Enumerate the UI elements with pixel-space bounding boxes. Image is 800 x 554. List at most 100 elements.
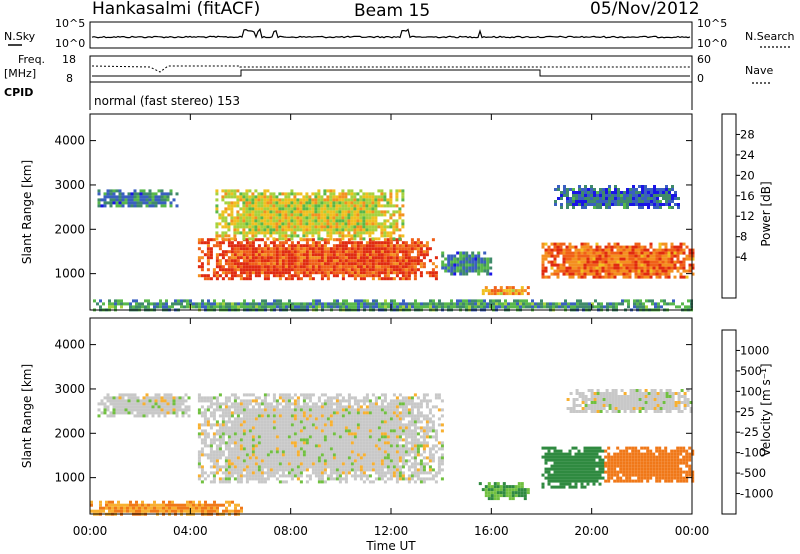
heatmap-cell <box>550 251 554 255</box>
heatmap-cell <box>332 231 336 235</box>
heatmap-cell <box>248 477 252 481</box>
heatmap-cell <box>320 195 324 199</box>
heatmap-cell <box>617 188 620 191</box>
heatmap-cell <box>233 247 237 251</box>
heatmap-cell <box>626 200 629 203</box>
heatmap-cell <box>242 468 246 472</box>
heatmap-cell <box>248 408 252 412</box>
heatmap-cell <box>371 277 375 281</box>
heatmap-cell <box>596 200 599 203</box>
heatmap-cell <box>281 396 285 400</box>
heatmap-cell <box>120 305 123 309</box>
heatmap-cell <box>115 396 119 400</box>
heatmap-cell <box>314 216 318 220</box>
heatmap-cell <box>410 241 414 245</box>
heatmap-cell <box>260 402 264 406</box>
heatmap-cell <box>662 197 665 200</box>
heatmap-cell <box>483 269 487 273</box>
heatmap-cell <box>275 408 279 412</box>
heatmap-cell <box>416 259 420 263</box>
heatmap-cell <box>540 302 543 306</box>
heatmap-cell <box>227 408 231 412</box>
heatmap-cell <box>389 271 393 275</box>
heatmap-cell <box>135 302 138 306</box>
heatmap-cell <box>272 244 276 248</box>
heatmap-cell <box>362 219 366 223</box>
heatmap-cell <box>329 405 333 409</box>
heatmap-cell <box>398 262 402 266</box>
heatmap-cell <box>341 396 345 400</box>
heatmap-cell <box>130 393 134 397</box>
heatmap-cell <box>311 265 315 269</box>
heatmap-cell <box>386 210 390 214</box>
heatmap-cell <box>362 201 366 205</box>
heatmap-cell <box>341 435 345 439</box>
heatmap-cell <box>251 471 255 475</box>
heatmap-cell <box>248 225 252 229</box>
heatmap-cell <box>640 275 644 279</box>
heatmap-cell <box>224 231 228 235</box>
heatmap-cell <box>308 253 312 257</box>
heatmap-cell <box>326 234 330 238</box>
heatmap-cell <box>347 234 351 238</box>
heatmap-cell <box>305 417 309 421</box>
heatmap-cell <box>586 257 590 261</box>
heatmap-cell <box>154 192 158 196</box>
heatmap-cell <box>522 299 525 303</box>
heatmap-cell <box>329 265 333 269</box>
heatmap-cell <box>263 453 267 457</box>
heatmap-cell <box>357 305 360 309</box>
heatmap-cell <box>147 302 150 306</box>
heatmap-cell <box>320 274 324 278</box>
heatmap-cell <box>181 396 185 400</box>
heatmap-cell <box>326 216 330 220</box>
heatmap-cell <box>287 228 291 232</box>
heatmap-cell <box>655 251 659 255</box>
heatmap-cell <box>553 257 557 261</box>
heatmap-cell <box>353 210 357 214</box>
heatmap-cell <box>320 405 324 409</box>
heatmap-cell <box>335 408 339 412</box>
heatmap-cell <box>242 201 246 205</box>
heatmap-cell <box>314 405 318 409</box>
heatmap-cell <box>504 305 507 309</box>
heatmap-cell <box>275 231 279 235</box>
heatmap-cell <box>233 274 237 278</box>
heatmap-cell <box>644 188 647 191</box>
heatmap-cell <box>368 231 372 235</box>
heatmap-cell <box>377 213 381 217</box>
heatmap-cell <box>586 266 590 270</box>
heatmap-cell <box>323 213 327 217</box>
heatmap-cell <box>336 299 339 303</box>
heatmap-cell <box>260 429 264 433</box>
heatmap-cell <box>305 444 309 448</box>
heatmap-cell <box>257 408 261 412</box>
heatmap-cell <box>668 203 671 206</box>
freq-unit: [MHz] <box>4 67 36 80</box>
heatmap-cell <box>197 399 201 403</box>
heatmap-cell <box>272 408 276 412</box>
heatmap-cell <box>329 432 333 436</box>
heatmap-cell <box>620 200 623 203</box>
heatmap-cell <box>637 242 641 246</box>
heatmap-cell <box>486 272 490 276</box>
heatmap-cell <box>360 305 363 309</box>
heatmap-cell <box>317 405 321 409</box>
heatmap-cell <box>605 203 608 206</box>
heatmap-cell <box>401 250 405 254</box>
heatmap-cell <box>299 450 303 454</box>
heatmap-cell <box>302 426 306 430</box>
power-panel-bg <box>90 114 692 310</box>
heatmap-cell <box>197 265 201 269</box>
heatmap-cell <box>293 444 297 448</box>
heatmap-cell <box>347 213 351 217</box>
heatmap-cell <box>236 480 240 484</box>
heatmap-cell <box>353 192 357 196</box>
heatmap-cell <box>389 259 393 263</box>
heatmap-cell <box>287 456 291 460</box>
heatmap-cell <box>246 305 249 309</box>
heatmap-cell <box>227 450 231 454</box>
heatmap-cell <box>198 302 201 306</box>
heatmap-cell <box>320 210 324 214</box>
heatmap-cell <box>218 274 222 278</box>
